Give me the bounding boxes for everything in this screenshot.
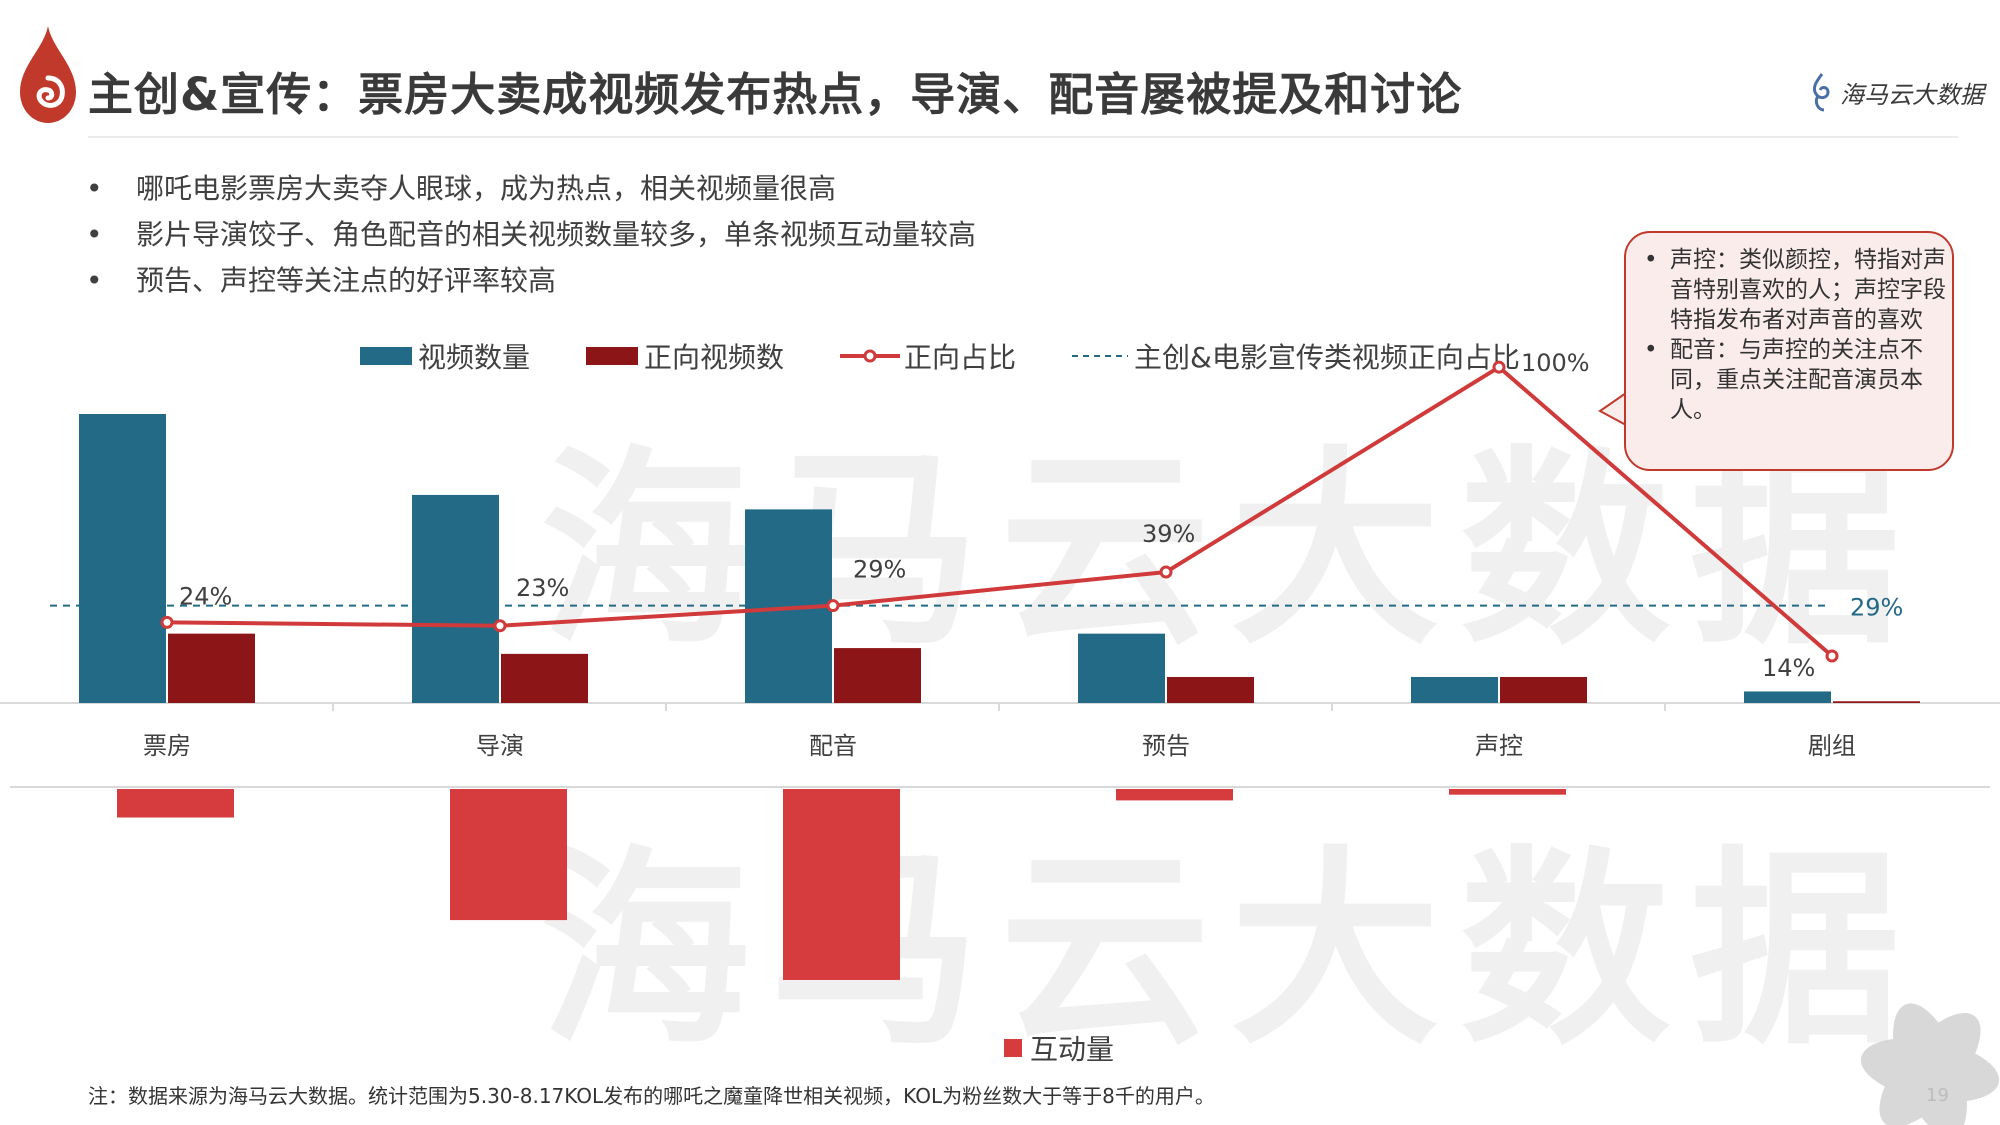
bar-positive-videos [501,653,588,703]
interaction-legend: 互动量 [1004,1028,1114,1068]
bullet-item: • 哪吒电影票房大卖夺人眼球，成为热点，相关视频量很高 [86,172,837,205]
x-tick-label: 配音 [809,732,857,760]
footnote: 注：数据来源为海马云大数据。统计范围为5.30-8.17KOL发布的哪吒之魔童降… [88,1084,1215,1108]
watermark-bottom: 海马云大数据 [540,828,1921,1073]
ratio-data-label: 14% [1762,654,1815,682]
x-tick-label: 票房 [143,732,191,760]
bar-video-count [1078,633,1165,703]
chart-legend: 视频数量 正向视频数 正向占比 主创&电影宣传类视频正向占比 [360,336,1576,376]
ratio-point [493,619,507,633]
legend-swatch [1004,1039,1022,1057]
callout-note: 声控：类似颜控，特指对声音特别喜欢的人；声控字段特指发布者对声音的喜欢 配音：与… [1598,231,1954,471]
legend-video-count: 视频数量 [360,336,530,376]
bullet-list: • 哪吒电影票房大卖夺人眼球，成为热点，相关视频量很高 • 影片导演饺子、角色配音的… [86,166,976,304]
callout-item: 配音：与声控的关注点不同，重点关注配音演员本人。 [1640,335,1946,425]
bar-interaction [1116,789,1233,801]
ratio-point [1492,360,1506,374]
x-tick-label: 预告 [1142,732,1190,760]
x-tick-label: 剧组 [1808,732,1856,760]
legend-dashed-line-icon [1072,355,1129,357]
legend-positive-videos: 正向视频数 [586,336,784,376]
legend-positive-ratio: 正向占比 [840,336,1016,376]
ratio-data-label: 29% [853,556,906,584]
legend-baseline: 主创&电影宣传类视频正向占比 [1072,336,1520,376]
callout-item: 声控：类似颜控，特指对声音特别喜欢的人；声控字段特指发布者对声音的喜欢 [1640,245,1946,335]
x-tick-label: 声控 [1475,732,1523,760]
ratio-data-label: 23% [516,574,569,602]
bullet-item: • 预告、声控等关注点的好评率较高 [86,264,557,297]
title-divider [88,136,1958,138]
bar-video-count [412,494,499,703]
bar-interaction [117,789,234,818]
bar-positive-videos [1833,701,1920,703]
legend-swatch [586,347,639,365]
ratio-data-label: 24% [179,582,232,610]
bar-interaction [1449,789,1566,795]
ratio-data-label: 39% [1142,520,1195,548]
bar-positive-videos [1500,676,1587,703]
brand-logo: 海马云大数据 [1808,72,1984,112]
brand-flame-logo-icon [20,26,76,123]
bar-video-count [79,414,166,703]
ratio-line [166,364,1834,658]
bar-video-count [1411,676,1498,703]
bullet-item: • 影片导演饺子、角色配音的相关视频数量较多，单条视频互动量较高 [86,218,977,251]
ratio-point [826,599,840,613]
ratio-point [160,615,174,629]
legend-line-marker-icon [840,349,901,363]
baseline-label: 29% [1850,594,1903,622]
bar-positive-videos [834,648,921,703]
bar-interaction [450,789,567,921]
brand-mark-icon [1812,73,1830,112]
bar-positive-videos [1167,676,1254,703]
callout-pointer [1598,392,1627,426]
ratio-point [1825,649,1839,663]
page-title: 主创&宣传：票房大卖成视频发布热点，导演、配音屡被提及和讨论 [88,68,1463,121]
bar-video-count [1744,691,1831,703]
bar-interaction [783,789,900,980]
brand-name: 海马云大数据 [1840,80,1984,109]
bar-positive-videos [168,633,255,703]
page-number: 19 [1926,1085,1949,1106]
legend-swatch [360,347,412,365]
ratio-data-label: 100% [1521,349,1590,377]
callout-list: 声控：类似颜控，特指对声音特别喜欢的人；声控字段特指发布者对声音的喜欢 配音：与… [1640,245,1946,425]
x-tick-label: 导演 [476,732,524,760]
ratio-point [1159,565,1173,579]
decorative-flower-icon [1860,1003,2000,1125]
